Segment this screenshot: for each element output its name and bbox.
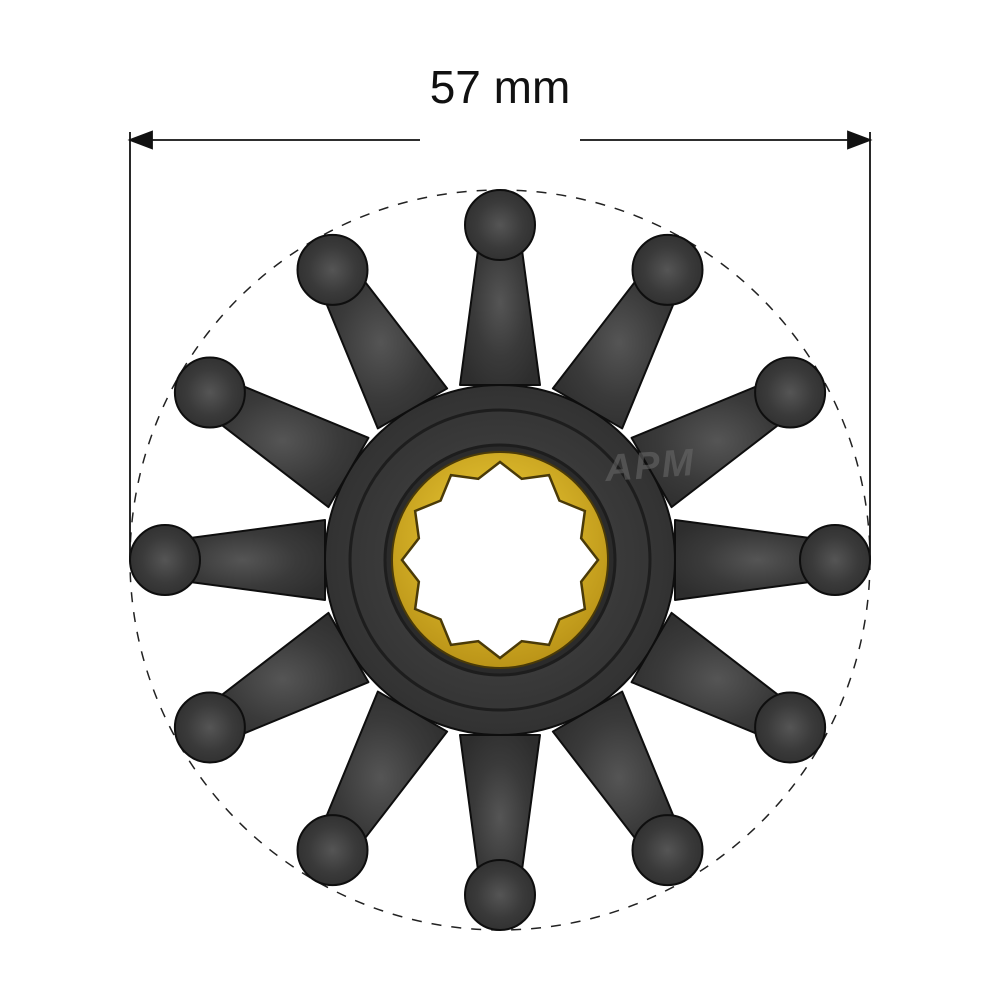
impeller-diagram-svg: [0, 0, 1000, 1000]
diagram-stage: 57 mm APM: [0, 0, 1000, 1000]
dimension-label: 57 mm: [350, 60, 650, 114]
watermark-text: APM: [604, 442, 697, 491]
